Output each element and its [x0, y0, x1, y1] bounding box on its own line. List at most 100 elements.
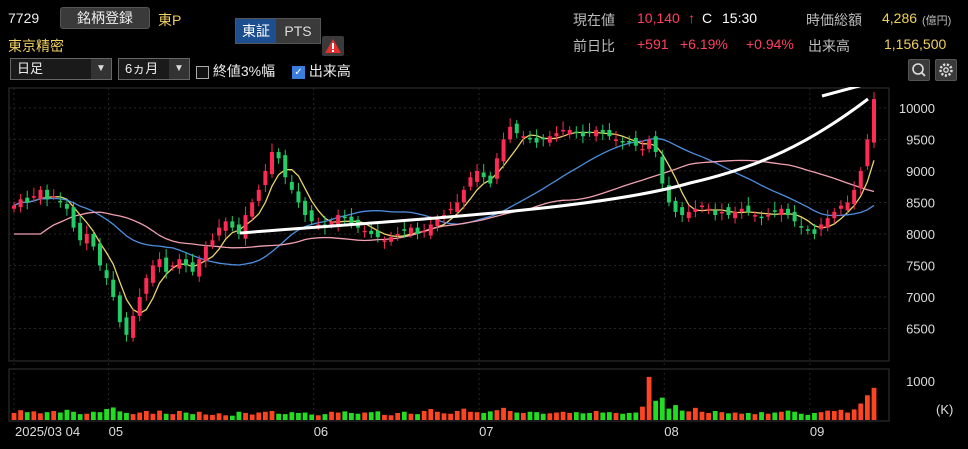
volume-bar — [441, 413, 447, 420]
volume-bar — [329, 411, 334, 420]
volume-check-label: 出来高 — [308, 63, 351, 79]
volume-bar — [778, 411, 784, 420]
candle-body — [746, 205, 751, 212]
candle-body — [428, 224, 433, 236]
volume-bar — [560, 411, 566, 420]
volume-bar — [831, 410, 837, 420]
candle-body — [415, 227, 420, 234]
change-percent: +6.19% — [680, 36, 728, 52]
candle-body — [164, 257, 169, 272]
candle-body — [719, 211, 724, 214]
candle-body — [243, 215, 248, 239]
volume-bar — [382, 414, 387, 420]
candle-body — [296, 191, 301, 203]
change-extra: +0.94% — [746, 36, 794, 52]
close3-checkbox[interactable]: 終値3%幅 — [196, 61, 275, 81]
period-select[interactable]: 日足 ▼ — [10, 58, 112, 80]
volume-bar — [117, 411, 123, 420]
volume-bar — [659, 397, 665, 420]
current-price: 10,140 — [637, 10, 680, 26]
candle-body — [124, 317, 129, 335]
period-value: 日足 — [17, 61, 44, 76]
moving-average-line — [13, 137, 875, 266]
candle-body — [369, 230, 374, 234]
volume-bar — [216, 413, 222, 420]
candle-body — [587, 131, 592, 134]
volume-bar — [434, 411, 440, 420]
volume-bar — [150, 413, 156, 420]
candle-body — [435, 218, 440, 227]
volume-bar — [421, 410, 427, 420]
volume-bar — [825, 410, 831, 420]
candle-body — [766, 215, 771, 217]
volume-bar — [18, 410, 24, 420]
stock-code: 7729 — [8, 10, 40, 26]
volume-bar — [785, 410, 791, 420]
volume-bar — [765, 413, 771, 420]
volume-bar — [223, 415, 229, 420]
volume-bar — [243, 412, 248, 420]
tab-tse[interactable]: 東証 — [236, 19, 276, 43]
candle-body — [534, 137, 539, 143]
warning-icon[interactable] — [322, 36, 344, 56]
volume-bar — [84, 413, 90, 420]
candle-body — [190, 262, 195, 272]
volume-tick-label: 1000 — [906, 374, 935, 389]
candle-body — [660, 156, 665, 184]
volume-bar — [540, 413, 546, 420]
candle-body — [422, 230, 427, 233]
candle-body — [547, 136, 552, 143]
candle-body — [263, 170, 268, 186]
y-tick-label: 9000 — [906, 164, 935, 179]
candle-body — [865, 139, 870, 167]
volume-bar — [11, 412, 17, 420]
volume-bar — [487, 411, 493, 420]
candle-body — [58, 200, 63, 203]
volume-bar — [348, 412, 354, 420]
checkbox-box[interactable] — [196, 65, 209, 79]
volume-bar — [31, 411, 37, 420]
volume-bar — [448, 413, 454, 420]
candle-body — [117, 295, 122, 323]
company-name: 東京精密 — [8, 38, 64, 54]
volume-bar — [798, 413, 804, 420]
price-panel-frame — [8, 87, 890, 362]
register-button[interactable]: 銘柄登録 — [60, 7, 150, 29]
candle-body — [382, 240, 387, 242]
candle-body — [733, 211, 738, 219]
volume-bars — [11, 376, 877, 420]
candle-body — [309, 210, 314, 222]
volume-bar — [600, 412, 606, 420]
volume-bar — [415, 414, 420, 420]
candle-body — [620, 140, 625, 143]
candle-body — [812, 229, 817, 234]
volume-bar — [176, 410, 182, 420]
x-tick-label: 05 — [109, 424, 123, 439]
volume-bar — [44, 412, 50, 420]
checkbox-checked-icon[interactable]: ✓ — [292, 65, 305, 79]
gear-icon[interactable] — [935, 59, 957, 81]
volume-bar — [203, 414, 209, 420]
volume-bar — [752, 414, 758, 420]
tab-pts[interactable]: PTS — [276, 19, 320, 43]
candle-body — [25, 197, 30, 203]
volume-bar — [554, 412, 559, 420]
volume-bar — [640, 406, 645, 420]
candle-body — [580, 131, 585, 137]
volume-bar — [481, 412, 487, 420]
volume-bar — [514, 412, 520, 420]
zoom-icon[interactable] — [908, 59, 930, 81]
candle-body — [647, 139, 652, 149]
candle-body — [197, 259, 202, 277]
range-select[interactable]: 6ヵ月 ▼ — [118, 58, 190, 80]
candle-body — [336, 215, 341, 227]
volume-bar — [626, 412, 632, 420]
candle-body — [666, 185, 671, 203]
volume-bar — [527, 411, 533, 420]
volume-bar — [726, 413, 731, 420]
trend-annotation — [239, 97, 869, 235]
volume-checkbox[interactable]: ✓ 出来高 — [292, 61, 351, 81]
volume-bar — [673, 405, 678, 420]
price-chart[interactable]: 10000 9500 9000 8500 8000 7500 7000 6500 2025/03… — [0, 87, 968, 447]
candle-body — [752, 215, 757, 217]
